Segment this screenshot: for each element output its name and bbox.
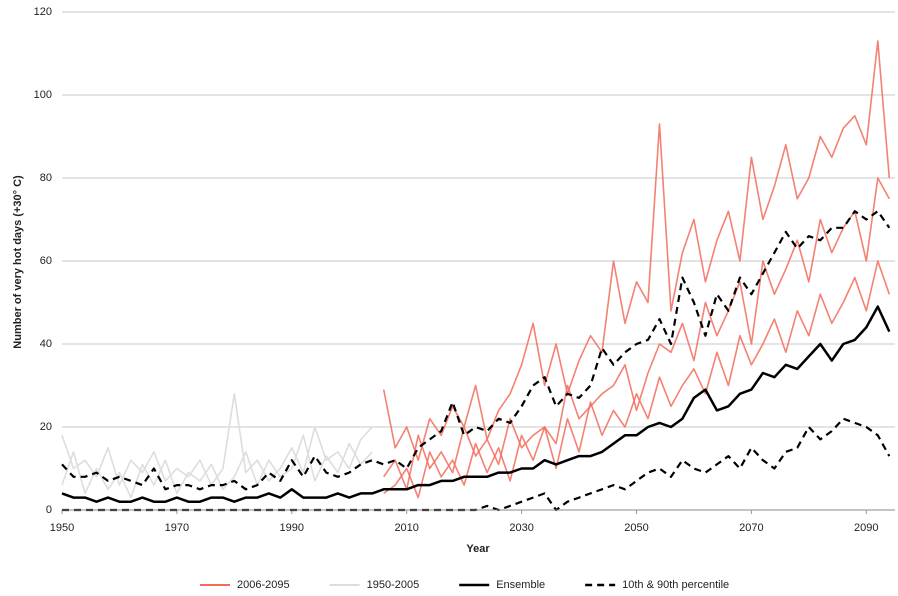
x-tick-label: 2090 [854, 522, 878, 534]
series-line [383, 260, 891, 499]
x-tick-label: 2050 [624, 522, 648, 534]
y-tick-label: 60 [40, 255, 52, 267]
legend-label: Ensemble [496, 579, 545, 591]
series-line [382, 40, 891, 461]
y-tick-label: 0 [46, 504, 52, 516]
series-line [383, 177, 891, 491]
y-tick-label: 120 [34, 6, 52, 18]
y-tick-label: 80 [40, 172, 52, 184]
y-tick-label: 20 [40, 421, 52, 433]
y-axis-title: Number of very hot days (+30° C) [12, 175, 24, 349]
x-tick-label: 2010 [394, 522, 418, 534]
x-axis-title: Year [466, 543, 490, 555]
y-tick-label: 40 [40, 338, 52, 350]
series-line [61, 305, 891, 503]
x-tick-label: 1950 [50, 522, 74, 534]
series-line [61, 434, 373, 499]
x-tick-label: 2030 [509, 522, 533, 534]
x-tick-label: 2070 [739, 522, 763, 534]
legend-label: 2006-2095 [237, 579, 290, 591]
series-line [61, 210, 891, 491]
legend-label: 10th & 90th percentile [622, 579, 729, 591]
y-tick-label: 100 [34, 89, 52, 101]
series-line [62, 417, 891, 512]
legend-label: 1950-2005 [367, 579, 420, 591]
x-tick-label: 1970 [165, 522, 189, 534]
x-tick-label: 1990 [280, 522, 304, 534]
